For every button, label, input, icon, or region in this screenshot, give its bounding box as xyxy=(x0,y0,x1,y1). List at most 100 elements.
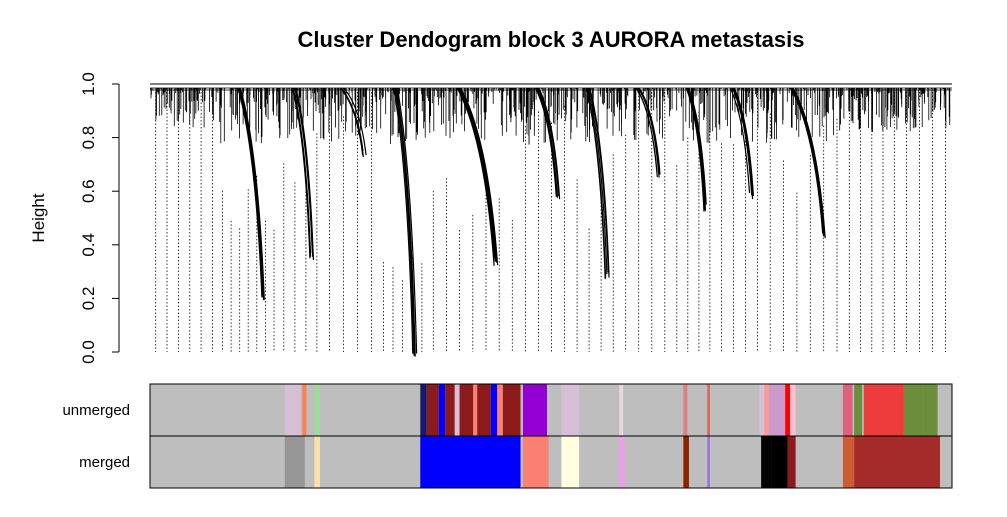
color-row-base xyxy=(150,436,952,488)
dendrogram-cluster xyxy=(899,87,952,352)
dendrogram-leaf-sticks xyxy=(283,133,318,352)
module-color-block xyxy=(561,384,580,436)
module-color-block xyxy=(707,436,710,488)
y-tick-label: 0.0 xyxy=(79,340,98,364)
chart-title: Cluster Dendogram block 3 AURORA metasta… xyxy=(298,27,805,52)
dendrogram-cluster xyxy=(618,87,672,352)
dendrogram-branches xyxy=(671,87,716,143)
dendrogram-cluster xyxy=(843,87,900,352)
dendrogram-branches xyxy=(278,87,323,139)
module-color-block xyxy=(445,384,455,436)
color-row-base xyxy=(150,384,952,436)
dendrogram-leaf-sticks xyxy=(676,111,711,352)
dendrogram-leaf-sticks xyxy=(769,113,838,352)
dendrogram-leaf-sticks xyxy=(222,175,275,352)
color-row-merged: merged xyxy=(79,435,953,489)
dendrogram-cluster xyxy=(518,87,572,352)
dendrogram-cluster xyxy=(378,87,427,357)
y-tick-label: 1.0 xyxy=(79,72,98,96)
dendrogram-cluster xyxy=(570,87,620,352)
dendrogram-leaf-sticks xyxy=(525,105,565,352)
module-color-block xyxy=(863,384,904,436)
y-axis-label: Height xyxy=(29,193,48,242)
dendrogram-branches xyxy=(715,87,764,142)
dendrogram-deep-arm xyxy=(534,87,561,200)
dendrogram-leaf-sticks xyxy=(432,178,513,352)
dendrogram-deep-arm xyxy=(456,87,499,266)
dendrogram-deep-arm xyxy=(339,87,367,157)
module-color-rows: unmerged merged xyxy=(62,383,953,489)
dendrogram-deep-arm xyxy=(291,87,314,261)
module-color-block xyxy=(759,384,765,436)
y-tick-label: 0.4 xyxy=(79,233,98,257)
dendrogram-branches xyxy=(899,87,952,132)
module-color-block xyxy=(789,384,796,436)
dendrogram-cluster xyxy=(278,87,323,352)
module-color-block xyxy=(459,384,474,436)
dendrogram-cluster xyxy=(322,87,379,352)
dendrogram-branches xyxy=(322,87,379,142)
y-tick-label: 0.6 xyxy=(79,179,98,203)
dendrogram-deep-arm xyxy=(393,87,418,357)
color-row-border xyxy=(149,435,953,489)
dendrogram-branches xyxy=(763,87,844,143)
module-color-block xyxy=(764,384,770,436)
module-color-block xyxy=(490,384,498,436)
module-color-block xyxy=(502,384,521,436)
module-color-block xyxy=(785,384,790,436)
module-color-block xyxy=(454,384,460,436)
module-color-block xyxy=(923,384,938,436)
y-tick-label: 0.2 xyxy=(79,287,98,311)
dendrogram-deep-arm xyxy=(729,87,754,200)
module-color-block xyxy=(473,384,478,436)
module-color-block xyxy=(426,384,439,436)
color-row-label: merged xyxy=(79,454,130,471)
module-color-block xyxy=(314,384,321,436)
module-color-block xyxy=(497,384,503,436)
module-color-block xyxy=(683,384,688,436)
dendrogram-deep-arm xyxy=(585,87,610,280)
dendrogram-cluster xyxy=(671,87,716,352)
module-color-block xyxy=(903,384,924,436)
dendrogram-cluster xyxy=(150,87,219,352)
module-color-block xyxy=(683,436,689,488)
module-color-block xyxy=(854,436,940,488)
dendrogram-cluster xyxy=(218,87,279,352)
dendrogram-tree xyxy=(150,83,952,357)
y-tick-label: 0.8 xyxy=(79,126,98,150)
module-color-block xyxy=(761,436,772,488)
dendrogram-deep-arm xyxy=(790,87,826,239)
module-color-block xyxy=(420,436,521,488)
dendrogram-leaf-sticks xyxy=(383,257,423,352)
module-color-block xyxy=(854,384,863,436)
dendrogram-cluster xyxy=(715,87,764,352)
dendrogram-branches xyxy=(618,87,672,140)
module-color-block xyxy=(522,384,547,436)
dendrogram-leaf-sticks xyxy=(329,92,372,352)
module-color-block xyxy=(314,436,321,488)
module-color-block xyxy=(842,436,855,488)
module-color-block xyxy=(771,436,788,488)
module-color-block xyxy=(619,436,625,488)
y-axis: 0.0 0.2 0.4 0.6 0.8 1.0 xyxy=(79,72,120,364)
dendrogram-branches xyxy=(843,87,900,132)
dendrogram-leaf-sticks xyxy=(155,92,213,352)
dendrogram-cluster xyxy=(763,87,844,352)
module-color-block xyxy=(842,384,853,436)
dendrogram-deep-arm xyxy=(685,87,707,212)
dendrogram-branches xyxy=(426,87,519,140)
dendrogram-deep-arm xyxy=(635,87,661,178)
color-row-unmerged: unmerged xyxy=(62,383,953,437)
dendrogram-branches xyxy=(518,87,572,145)
module-color-block xyxy=(787,436,796,488)
dendrogram-cluster xyxy=(426,87,519,352)
dendrogram-branches xyxy=(570,87,620,143)
module-color-block xyxy=(302,384,307,436)
dendrogram-branches xyxy=(150,87,219,128)
module-color-block xyxy=(420,384,427,436)
module-color-block xyxy=(477,384,491,436)
dendrogram-deep-arm xyxy=(237,87,265,301)
dendrogram-leaf-sticks xyxy=(625,92,666,352)
module-color-block xyxy=(284,436,305,488)
